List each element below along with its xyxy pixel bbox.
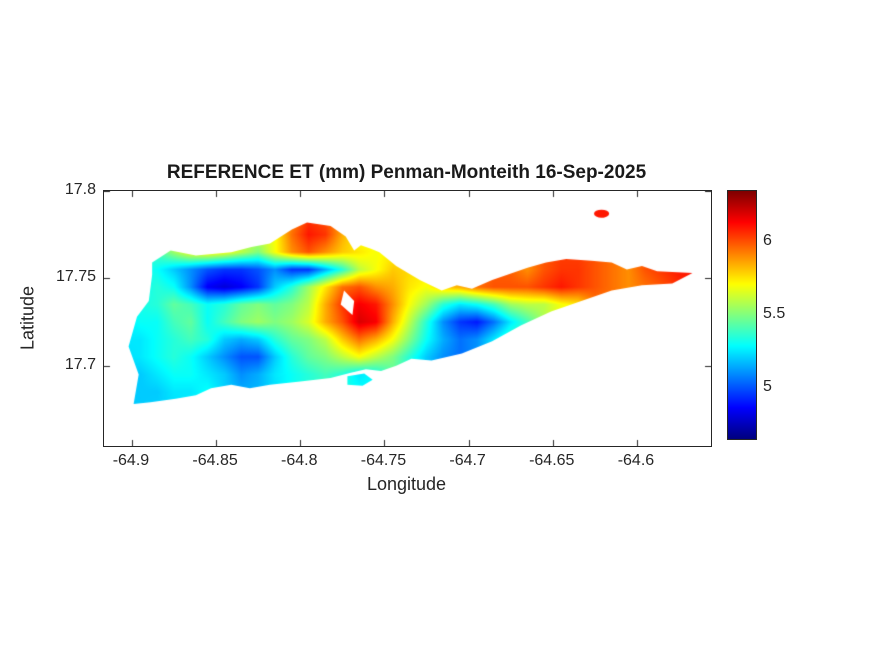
y-tick-label: 17.7 xyxy=(64,355,96,373)
plot-title: REFERENCE ET (mm) Penman-Monteith 16-Sep… xyxy=(166,162,647,183)
y-tick-label: 17.8 xyxy=(64,181,96,198)
x-tick-label: -64.9 xyxy=(112,452,150,469)
x-axis-label: Longitude xyxy=(366,474,447,494)
et-heatmap-canvas xyxy=(104,191,711,446)
x-tick-label: -64.6 xyxy=(617,452,655,469)
colorbar-tick-label: 6 xyxy=(763,232,772,250)
x-tick-label: -64.75 xyxy=(360,452,407,469)
x-tick-label: -64.85 xyxy=(192,452,238,469)
colorbar-tick-label: 5.5 xyxy=(763,305,786,322)
x-tick-label: -64.8 xyxy=(281,452,318,469)
x-tick-label: -64.65 xyxy=(529,452,575,469)
y-axis-label: Latitude xyxy=(17,285,38,350)
colorbar-tick-label: 5 xyxy=(763,377,772,395)
y-tick-label: 17.75 xyxy=(55,268,96,286)
map-axes xyxy=(103,190,712,447)
x-tick-label: -64.7 xyxy=(449,452,486,469)
colorbar xyxy=(727,190,757,440)
